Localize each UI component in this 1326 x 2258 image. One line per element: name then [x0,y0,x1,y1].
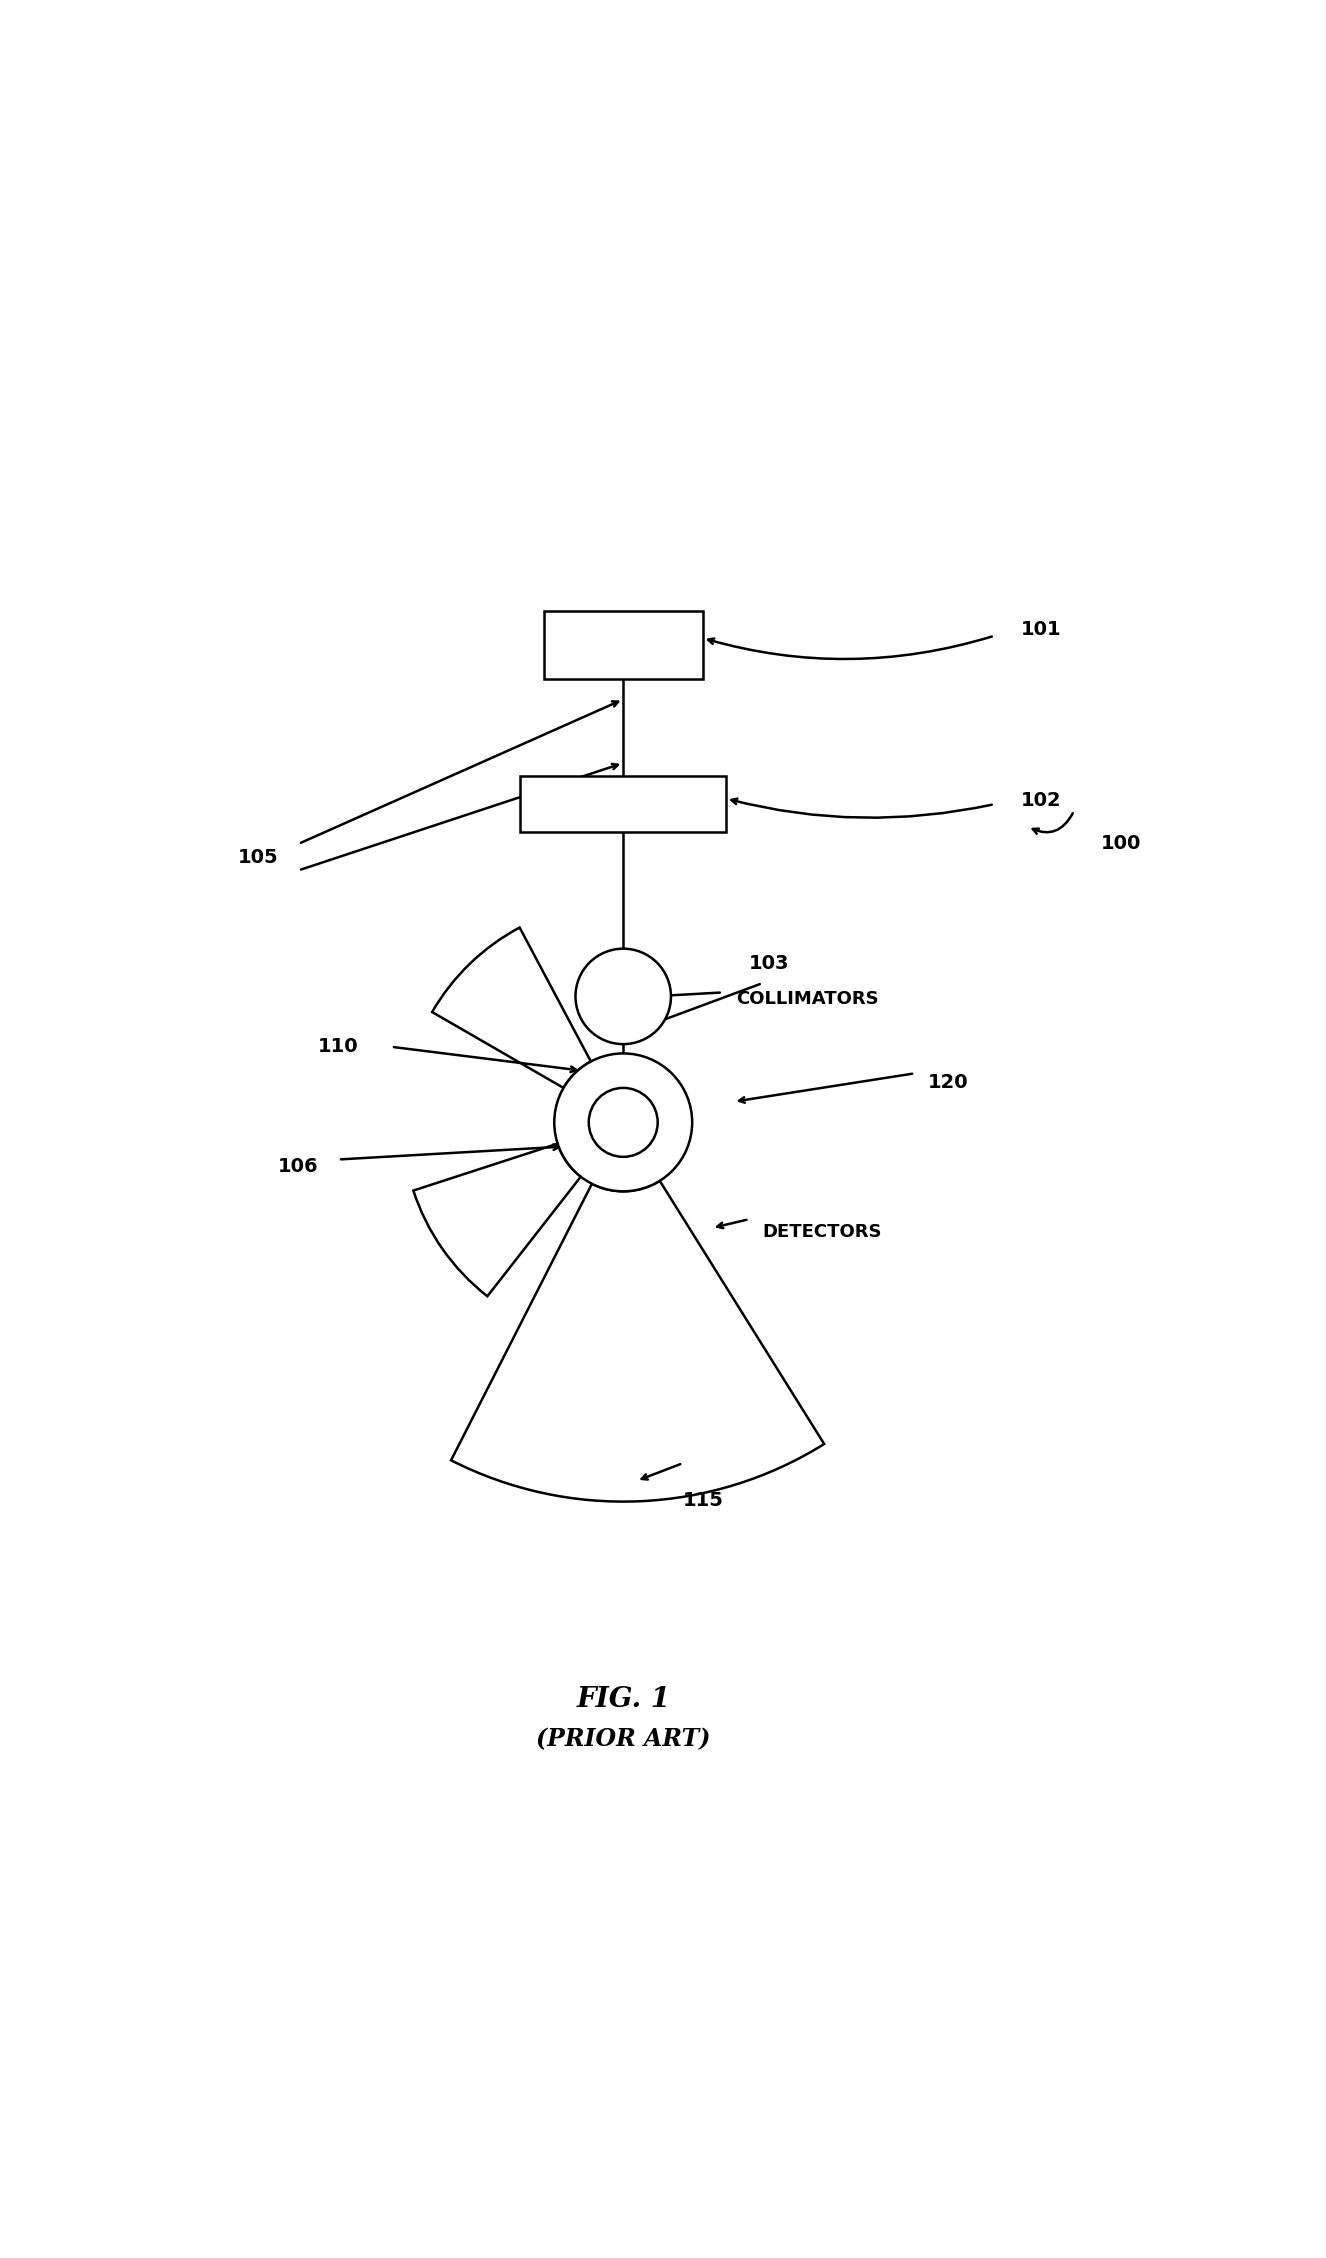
Text: 100: 100 [1101,835,1140,854]
Text: 106: 106 [277,1156,318,1176]
Text: 103: 103 [749,953,790,973]
Circle shape [575,948,671,1043]
Wedge shape [451,1181,825,1502]
Text: 101: 101 [1021,619,1062,639]
Bar [544,610,703,680]
Circle shape [589,1088,658,1156]
Text: 102: 102 [1021,790,1062,811]
Wedge shape [414,1145,581,1296]
Wedge shape [432,928,591,1088]
Text: 120: 120 [928,1073,969,1093]
Text: 105: 105 [237,847,278,867]
Circle shape [554,1054,692,1192]
Text: FIG. 1: FIG. 1 [577,1687,670,1712]
Bar [520,777,725,831]
Text: 110: 110 [317,1036,358,1057]
Text: DETECTORS: DETECTORS [762,1224,882,1242]
Text: COLLIMATORS: COLLIMATORS [736,989,879,1007]
Text: 115: 115 [683,1490,724,1511]
Text: (PRIOR ART): (PRIOR ART) [536,1727,711,1750]
